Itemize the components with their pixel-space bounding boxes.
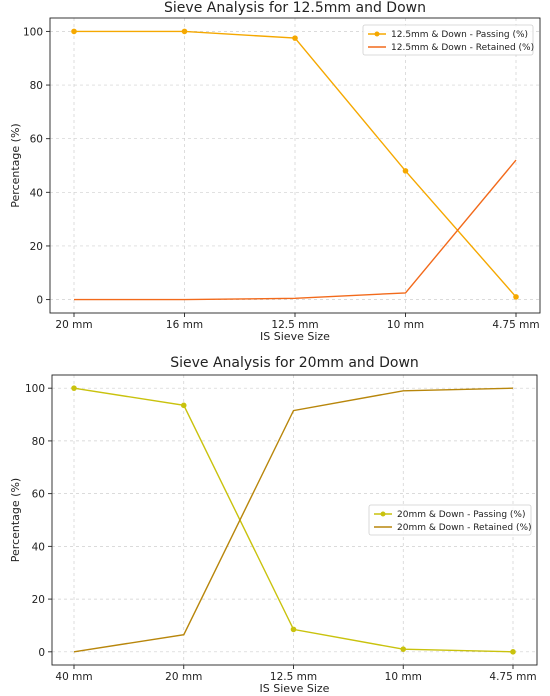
- data-point: [292, 35, 298, 41]
- y-axis-label: Percentage (%): [9, 478, 22, 562]
- y-tick-label: 0: [38, 647, 45, 659]
- data-point: [181, 28, 188, 35]
- x-tick-label: 16 mm: [166, 319, 203, 331]
- x-tick-label: 20 mm: [55, 319, 92, 331]
- data-point: [510, 649, 516, 655]
- y-tick-label: 80: [30, 80, 43, 92]
- data-point: [402, 168, 409, 174]
- legend-entry: 20mm & Down - Passing (%): [397, 510, 525, 520]
- legend: 20mm & Down - Passing (%) 20mm & Down - R…: [368, 504, 532, 536]
- y-tick-label: 60: [30, 134, 43, 146]
- plot-area-frame: [51, 374, 538, 666]
- y-tick-label: 100: [25, 383, 45, 395]
- x-tick-label: 10 mm: [385, 671, 422, 683]
- x-tick-label: 20 mm: [165, 671, 202, 683]
- y-axis-label: Percentage (%): [9, 123, 22, 207]
- data-point: [400, 646, 407, 652]
- legend-box: [362, 24, 534, 56]
- data-point: [71, 385, 77, 391]
- legend-marker: [374, 31, 380, 37]
- chart-panel-1: Sieve Analysis for 12.5mm and Down 0 20 40 6…: [9, 0, 541, 343]
- x-tick-label: 40 mm: [55, 671, 92, 683]
- y-tick-label: 20: [32, 594, 45, 606]
- y-tick-label: 100: [23, 26, 43, 38]
- legend-entry: 12.5mm & Down - Passing (%): [391, 30, 528, 40]
- series-line-2: [73, 387, 514, 653]
- x-tick-label: 12.5 mm: [270, 671, 317, 683]
- data-point: [180, 402, 187, 409]
- y-tick-label: 60: [32, 489, 45, 501]
- y-tick-label: 20: [30, 241, 43, 253]
- y-tick-label: 80: [32, 436, 45, 448]
- series-line-2: [74, 159, 517, 301]
- data-point: [513, 294, 519, 300]
- data-point: [71, 28, 77, 35]
- x-tick-label: 4.75 mm: [489, 671, 536, 683]
- x-axis-label: IS Sieve Size: [260, 330, 330, 343]
- x-tick-label: 10 mm: [387, 319, 424, 331]
- x-tick-label: 12.5 mm: [271, 319, 318, 331]
- legend-entry: 20mm & Down - Retained (%): [397, 523, 532, 533]
- y-tick-label: 40: [32, 541, 45, 553]
- data-point: [290, 626, 297, 633]
- legend: 12.5mm & Down - Passing (%) 12.5mm & Down…: [362, 24, 534, 56]
- chart-title: Sieve Analysis for 12.5mm and Down: [164, 0, 426, 16]
- chart-panel-2: Sieve Analysis for 20mm and Down 0 20 40 60 8…: [9, 355, 538, 695]
- y-tick-label: 40: [30, 187, 43, 199]
- legend-entry: 12.5mm & Down - Retained (%): [391, 43, 534, 53]
- legend-box: [368, 504, 532, 536]
- legend-marker: [380, 511, 386, 517]
- x-axis-label: IS Sieve Size: [260, 682, 330, 695]
- chart-title: Sieve Analysis for 20mm and Down: [170, 355, 419, 371]
- x-tick-label: 4.75 mm: [492, 319, 539, 331]
- y-tick-label: 0: [36, 295, 43, 307]
